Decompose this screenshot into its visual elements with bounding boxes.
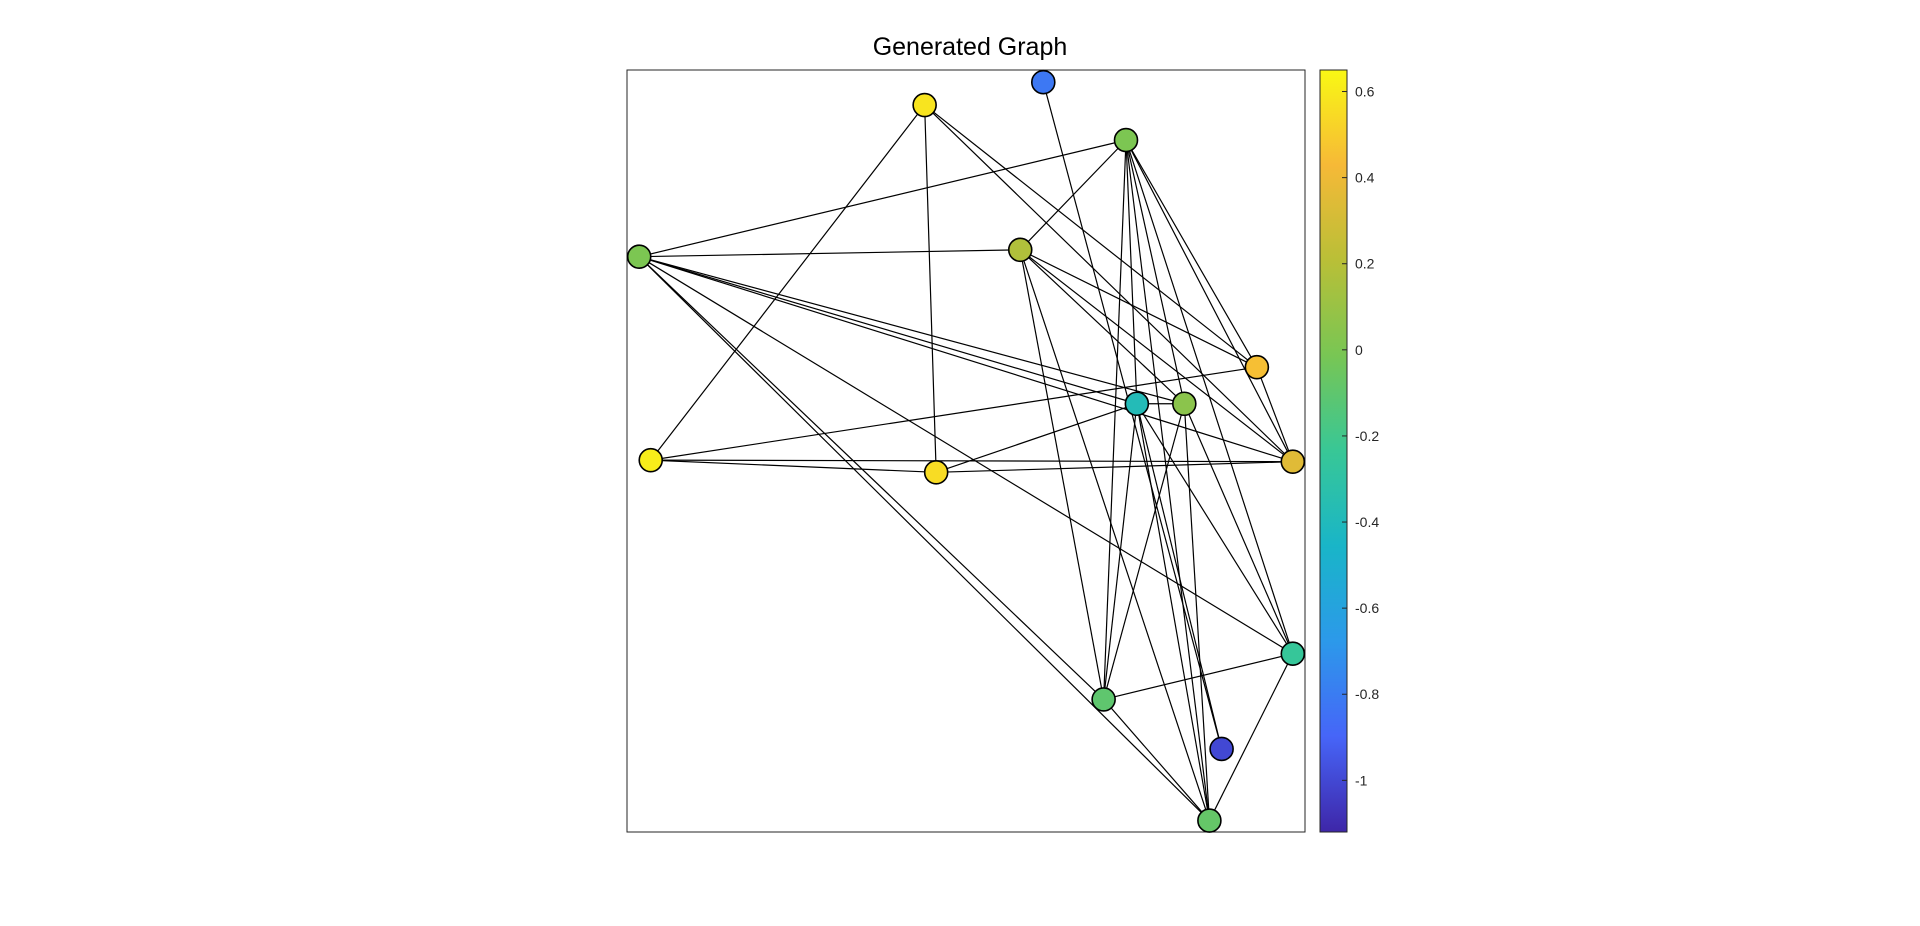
colorbar-tick-label: -0.4: [1355, 514, 1379, 530]
graph-edge-8-12: [1136, 403, 1294, 655]
colorbar-tick-label: 0.4: [1355, 170, 1375, 186]
colorbar-tick-label: -1: [1355, 772, 1368, 788]
graph-edge-6-9: [1019, 249, 1185, 405]
colorbar-tick-label: -0.6: [1355, 600, 1379, 616]
graph-edge-4-11: [936, 461, 1293, 473]
graph-edge-2-3: [650, 104, 926, 461]
graph-node-1: [626, 244, 652, 269]
graph-edge-4-8: [935, 403, 1138, 473]
graph-node-12: [1280, 641, 1306, 666]
graph-edge-1-8: [639, 256, 1138, 405]
graph-edge-1-15: [638, 256, 1210, 821]
graph-node-8: [1124, 391, 1150, 417]
graph-edge-1-7: [639, 139, 1127, 258]
colorbar-ticks: 0.6 0.4 0.2 0 -0.2 -0.4 -0.6 -0.8 -1: [1342, 84, 1379, 788]
graph-node-9: [1172, 391, 1197, 417]
graph-edge-5-14: [1042, 82, 1223, 750]
plot-area: [626, 69, 1306, 833]
graph-edge-1-12: [638, 256, 1294, 655]
graph-edge-6-15: [1019, 249, 1210, 821]
edges-layer: [638, 82, 1294, 821]
graph-edge-2-11: [650, 459, 1293, 463]
graph-edge-8-13: [1103, 403, 1138, 700]
graph-edge-3-4: [924, 105, 937, 473]
graph-edge-10-11: [1256, 366, 1294, 462]
graph-edge-3-10: [924, 104, 1258, 368]
graph-node-5: [1030, 69, 1056, 95]
graph-node-7: [1113, 127, 1139, 153]
graph-edge-8-15: [1136, 403, 1210, 821]
colorbar-tick-label: -0.8: [1355, 686, 1379, 702]
graph-edge-9-15: [1183, 403, 1211, 821]
graph-edge-7-8: [1125, 140, 1138, 404]
graph-edge-1-11: [639, 256, 1293, 463]
graph-edge-9-12: [1183, 403, 1294, 654]
graph-edge-6-10: [1019, 249, 1258, 368]
colorbar: [1319, 69, 1348, 833]
colorbar-tick-label: 0: [1355, 342, 1363, 358]
graph-edge-7-9: [1125, 139, 1185, 404]
graph-edge-8-14: [1136, 403, 1223, 750]
graph-node-3: [912, 92, 937, 118]
graph-edge-3-11: [924, 104, 1294, 463]
graph-edge-13-15: [1103, 699, 1210, 821]
graph-edge-7-15: [1125, 140, 1210, 821]
graph-edge-7-12: [1125, 139, 1294, 654]
graph-node-13: [1091, 687, 1116, 712]
graph-edge-1-13: [638, 256, 1105, 700]
graph-edge-2-4: [650, 459, 937, 473]
graph-node-10: [1244, 354, 1270, 380]
graph-edge-7-11: [1125, 139, 1294, 462]
colorbar-tick-label: -0.2: [1355, 428, 1379, 444]
graph-edge-7-13: [1103, 140, 1127, 700]
graph-edge-6-11: [1019, 249, 1294, 463]
graph-edge-9-13: [1103, 403, 1185, 700]
graph-node-6: [1007, 237, 1033, 263]
colorbar-tick-label: 0.2: [1355, 256, 1375, 272]
chart-title: Generated Graph: [873, 33, 1068, 61]
graph-node-4: [923, 460, 949, 485]
graph-edge-1-9: [639, 256, 1185, 405]
graph-edge-1-6: [639, 249, 1021, 258]
graph-node-15: [1197, 808, 1222, 833]
graph-node-14: [1209, 736, 1234, 762]
nodes-layer: [626, 69, 1306, 833]
graph-edge-7-10: [1125, 139, 1258, 368]
colorbar-tick-label: 0.6: [1355, 84, 1375, 100]
graph-edge-6-7: [1019, 139, 1127, 251]
graph-edge-6-13: [1019, 249, 1105, 700]
graph-edge-12-15: [1208, 653, 1294, 821]
graph-edge-12-13: [1103, 653, 1293, 700]
graph-node-2: [638, 447, 664, 473]
graph-node-11: [1280, 449, 1306, 474]
